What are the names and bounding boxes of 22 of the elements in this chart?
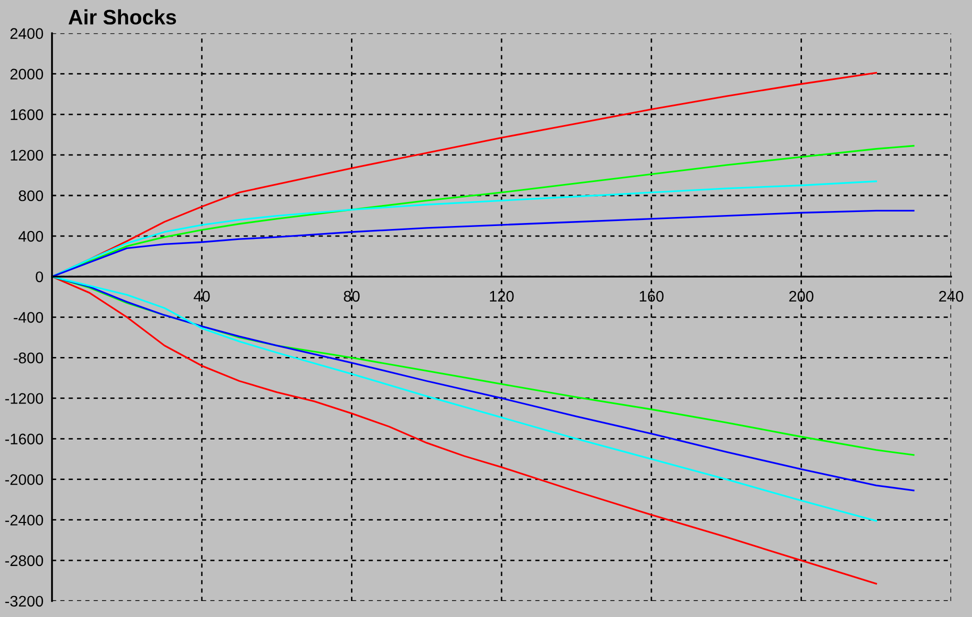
y-tick-label: -3200 [5,596,44,607]
x-tick-label: 160 [640,290,664,302]
y-tick-label: 400 [18,230,44,242]
y-tick-label: -1200 [5,393,44,404]
x-tick-label: 240 [939,290,964,302]
chart-title: Air Shocks [68,9,176,25]
y-tick-label: -800 [14,352,44,364]
y-tick-label: -2800 [5,555,44,566]
y-tick-label: 1600 [10,109,44,120]
y-tick-label: 1200 [10,150,44,161]
y-tick-label: -400 [14,312,44,323]
y-tick-label: -2000 [5,474,44,486]
y-tick-label: -1600 [5,434,44,444]
x-tick-label: 80 [344,290,360,302]
x-tick-label: 200 [789,290,814,302]
x-tick-label: 40 [194,290,210,302]
y-tick-label: -2400 [5,514,44,526]
y-tick-label: 2400 [10,28,44,40]
y-tick-label: 2000 [10,68,44,80]
y-tick-label: 0 [36,271,44,282]
y-tick-label: 800 [18,190,44,202]
x-tick-label: 120 [490,290,514,302]
